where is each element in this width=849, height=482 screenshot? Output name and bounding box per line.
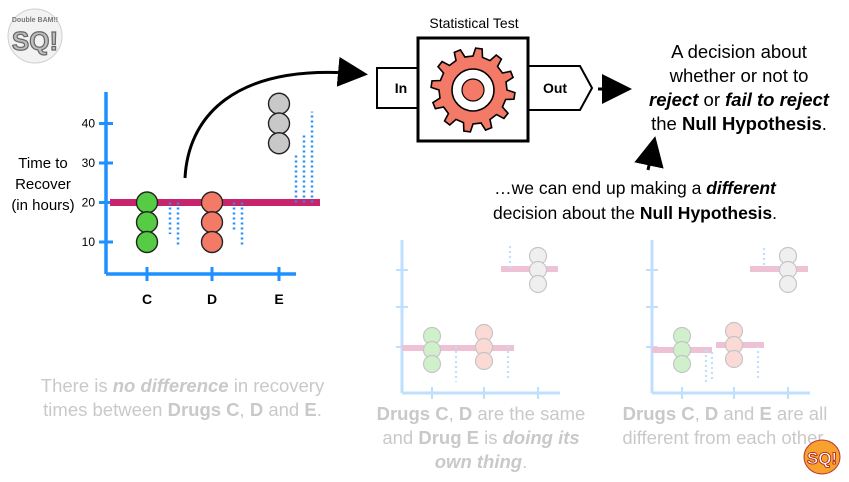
cap-mid-f: is	[478, 427, 503, 448]
curved-arrow	[183, 56, 368, 179]
caption-all-different: Drugs C, D and E are all different from …	[605, 402, 845, 450]
faded-chart-middle	[396, 240, 560, 399]
cap-mid-g: doing its own thing	[434, 427, 580, 472]
cap-left-a: There is	[40, 375, 113, 396]
decision-line1: A decision about	[671, 41, 807, 62]
cap-right-f: are all different from each other.	[622, 403, 828, 448]
cap-mid-a: Drugs C	[376, 403, 449, 424]
y-axis-title: Time to Recover (in hours)	[2, 153, 84, 216]
data-point-c	[135, 230, 159, 254]
cap-mid-c: D	[458, 403, 473, 424]
up-arrow	[634, 136, 664, 171]
cap-right-c: D	[704, 403, 719, 424]
cap-mid-b: ,	[448, 403, 459, 424]
fail-to-reject-word: fail to reject	[725, 89, 829, 110]
decision-period: .	[821, 113, 827, 134]
y-title-line2: Recover	[15, 176, 71, 193]
in-label: In	[395, 80, 407, 96]
data-point-e	[267, 132, 291, 155]
cap-mid-h: .	[522, 451, 528, 472]
data-point-e	[267, 112, 291, 135]
different-word: different	[706, 178, 776, 198]
out-label: Out	[543, 80, 567, 96]
cap-mid-d: are the same and	[382, 403, 586, 448]
caption-drug-e-own-thing: Drugs C, D are the same and Drug E is do…	[362, 402, 600, 474]
cap-left-g: and	[263, 399, 305, 420]
cap-left-f: D	[249, 399, 264, 420]
y-title-line3: (in hours)	[11, 197, 75, 214]
decision-line3: reject or fail to reject	[620, 88, 849, 112]
cap-left-d: Drugs C	[167, 399, 240, 420]
different-line1: …we can end up making a different	[445, 176, 825, 201]
cap-right-d: and	[718, 403, 760, 424]
different-line2-prefix: decision about the	[492, 203, 640, 223]
the-word: the	[651, 113, 682, 134]
cap-left-i: .	[316, 399, 322, 420]
statquest-logo: Double BAM!! SQ!	[7, 8, 63, 64]
cap-left-e: ,	[239, 399, 250, 420]
cap-right-b: ,	[694, 403, 705, 424]
logo-mark: SQ!	[12, 26, 58, 56]
x-tick-label: E	[274, 291, 283, 307]
data-point-d	[200, 211, 224, 234]
logo-subtitle: Double BAM!!	[12, 17, 58, 24]
svg-text:SQ!: SQ!	[807, 449, 837, 468]
statquest-small-logo: SQ!	[803, 439, 841, 475]
null-hypothesis-word: Null Hypothesis	[681, 113, 822, 134]
main-chart: 10 20 30 40 C D E	[82, 92, 320, 307]
gear-icon	[430, 47, 516, 133]
caption-no-difference: There is no difference in recovery times…	[40, 374, 325, 422]
x-tick-label: C	[142, 291, 152, 307]
decision-text: A decision about whether or not to rejec…	[620, 40, 849, 136]
data-point-d	[200, 230, 224, 254]
different-period: .	[772, 203, 778, 223]
statistical-test-title: Statistical Test	[429, 15, 519, 31]
decision-line2: whether or not to	[669, 65, 809, 86]
decision-line4: the Null Hypothesis.	[620, 112, 849, 136]
cap-right-e: E	[759, 403, 772, 424]
y-tick-label: 30	[82, 156, 96, 170]
different-prefix: …we can end up making a	[494, 178, 707, 198]
different-decision-text: …we can end up making a different decisi…	[445, 176, 825, 226]
data-point-e	[267, 92, 291, 115]
cap-left-c: in recovery times between	[43, 375, 325, 420]
cap-right-a: Drugs C	[622, 403, 695, 424]
cap-left-b: no difference	[112, 375, 229, 396]
y-title-line1: Time to	[18, 155, 68, 172]
different-null-hypothesis: Null Hypothesis	[639, 203, 773, 223]
y-tick-label: 20	[82, 196, 96, 210]
statistical-test-machine: In Out	[376, 36, 594, 143]
reject-word: reject	[649, 89, 699, 110]
faded-chart-right	[646, 240, 810, 399]
data-point-c	[135, 191, 159, 214]
different-line2: decision about the Null Hypothesis.	[445, 201, 825, 226]
data-point-c	[135, 211, 159, 234]
or-word: or	[698, 89, 726, 110]
cap-mid-e: Drug E	[418, 427, 479, 448]
x-tick-label: D	[207, 291, 217, 307]
y-tick-label: 10	[82, 235, 96, 249]
data-point-d	[200, 191, 224, 214]
y-tick-label: 40	[82, 117, 96, 131]
cap-left-h: E	[304, 399, 317, 420]
